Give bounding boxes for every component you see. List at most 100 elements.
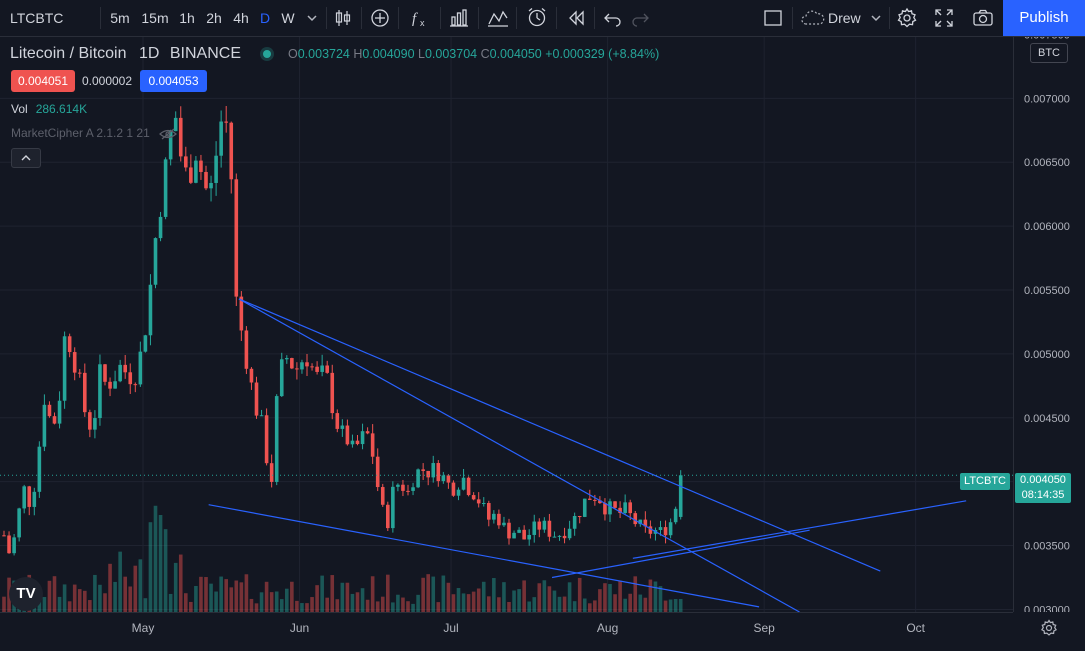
interval-1w[interactable]: W: [281, 10, 295, 26]
volume-bar: [239, 582, 244, 612]
candle-body: [487, 502, 491, 520]
candle-body: [502, 522, 506, 526]
candle-body: [572, 515, 577, 529]
divider: [594, 7, 595, 29]
candle-body: [532, 521, 537, 535]
candle-body: [411, 487, 415, 491]
candle-body: [32, 491, 37, 507]
volume-bar: [310, 597, 314, 612]
volume-bar: [562, 596, 567, 612]
exchange-label: BINANCE: [169, 45, 241, 62]
candle-body: [507, 522, 511, 539]
volume-bar: [547, 586, 552, 612]
volume-bar: [375, 601, 380, 612]
interval-5m[interactable]: 5m: [110, 10, 130, 26]
templates-icon[interactable]: [487, 8, 509, 28]
divider: [556, 7, 557, 29]
collapse-legend-button[interactable]: [11, 148, 41, 168]
price-tick-label: 0.007000: [1024, 93, 1070, 105]
svg-text:f: f: [412, 11, 418, 27]
camera-icon[interactable]: [972, 8, 994, 28]
candle-body: [163, 159, 168, 217]
interval-15m[interactable]: 15m: [141, 10, 169, 26]
candle-body: [123, 364, 127, 373]
currency-badge[interactable]: BTC: [1030, 43, 1068, 63]
cloud-icon: [801, 10, 825, 25]
pair-name: Litecoin / Bitcoin: [10, 45, 127, 62]
interval-1h[interactable]: 1h: [179, 10, 195, 26]
interval-2h[interactable]: 2h: [206, 10, 222, 26]
candle-body: [239, 296, 244, 331]
candle-body: [396, 484, 400, 487]
candle-body: [522, 529, 526, 540]
candle-body: [370, 433, 375, 457]
replay-icon[interactable]: [566, 9, 586, 27]
volume-bar: [67, 601, 72, 612]
redo-icon[interactable]: [630, 9, 650, 27]
eye-hidden-icon[interactable]: [159, 128, 178, 140]
candle-body: [158, 216, 163, 239]
candle-body: [360, 431, 365, 445]
time-tick-label: Jul: [443, 621, 458, 635]
volume-bar: [663, 600, 668, 612]
layout-name-button[interactable]: Drew: [828, 10, 861, 26]
candles-chart-type-icon[interactable]: [333, 8, 353, 28]
tradingview-logo[interactable]: TV: [9, 577, 43, 611]
gear-icon[interactable]: [1040, 619, 1058, 637]
add-compare-icon[interactable]: [370, 8, 390, 28]
chevron-down-icon[interactable]: [306, 13, 318, 23]
candle-body: [598, 500, 602, 504]
candle-body: [466, 477, 471, 496]
interval-1d[interactable]: D: [259, 10, 271, 26]
buy-price-button[interactable]: 0.004053: [140, 70, 207, 92]
candle-body: [401, 484, 405, 491]
interval-4h[interactable]: 4h: [233, 10, 249, 26]
financials-icon[interactable]: [449, 8, 469, 28]
candle-body: [542, 520, 547, 530]
volume-bar: [426, 574, 430, 612]
candle-body: [481, 502, 486, 504]
last-price-label: 0.004050 08:14:35: [1015, 473, 1071, 503]
volume-bar: [224, 579, 228, 612]
candle-body: [386, 504, 390, 529]
price-scale: 0.0030000.0035000.0040000.0045000.005000…: [1024, 29, 1070, 616]
indicator-name: MarketCipher A 2.1.2 1 21: [11, 126, 150, 140]
undo-icon[interactable]: [603, 9, 623, 27]
volume-bar: [653, 581, 658, 612]
volume-bar: [62, 584, 67, 612]
volume-bar: [603, 583, 607, 612]
volume-bar: [431, 576, 436, 612]
volume-bar: [168, 593, 173, 612]
volume-bar: [451, 594, 456, 612]
trendline: [238, 298, 800, 612]
layout-icon[interactable]: [763, 9, 783, 27]
gear-icon[interactable]: [896, 7, 918, 29]
candle-body: [17, 508, 21, 538]
interval-label: 1D: [138, 45, 160, 62]
candle-body: [557, 535, 562, 537]
candle-body: [335, 413, 340, 429]
candle-body: [517, 529, 521, 533]
chevron-down-icon[interactable]: [870, 13, 882, 23]
time-axis[interactable]: May Jun Jul Aug Sep Oct: [0, 612, 1013, 646]
publish-button[interactable]: Publish: [1003, 0, 1085, 36]
volume-bar: [643, 597, 648, 612]
symbol-search-button[interactable]: LTCBTC: [10, 10, 64, 26]
volume-bar: [542, 580, 547, 612]
volume-bar: [567, 582, 572, 612]
candle-body: [88, 412, 92, 430]
volume-bar: [52, 576, 57, 612]
sell-price-button[interactable]: 0.004051: [11, 70, 75, 92]
alert-clock-icon[interactable]: [526, 6, 548, 28]
price-chart[interactable]: [0, 37, 1013, 612]
candle-body: [623, 502, 627, 514]
volume-bar: [370, 576, 375, 612]
fullscreen-icon[interactable]: [934, 8, 954, 28]
volume-bar: [436, 602, 441, 612]
volume-bar: [133, 565, 138, 612]
price-axis[interactable]: 0.0030000.0035000.0040000.0045000.005000…: [1013, 29, 1085, 616]
candle-body: [254, 382, 259, 416]
chart-pane[interactable]: [0, 37, 1013, 612]
